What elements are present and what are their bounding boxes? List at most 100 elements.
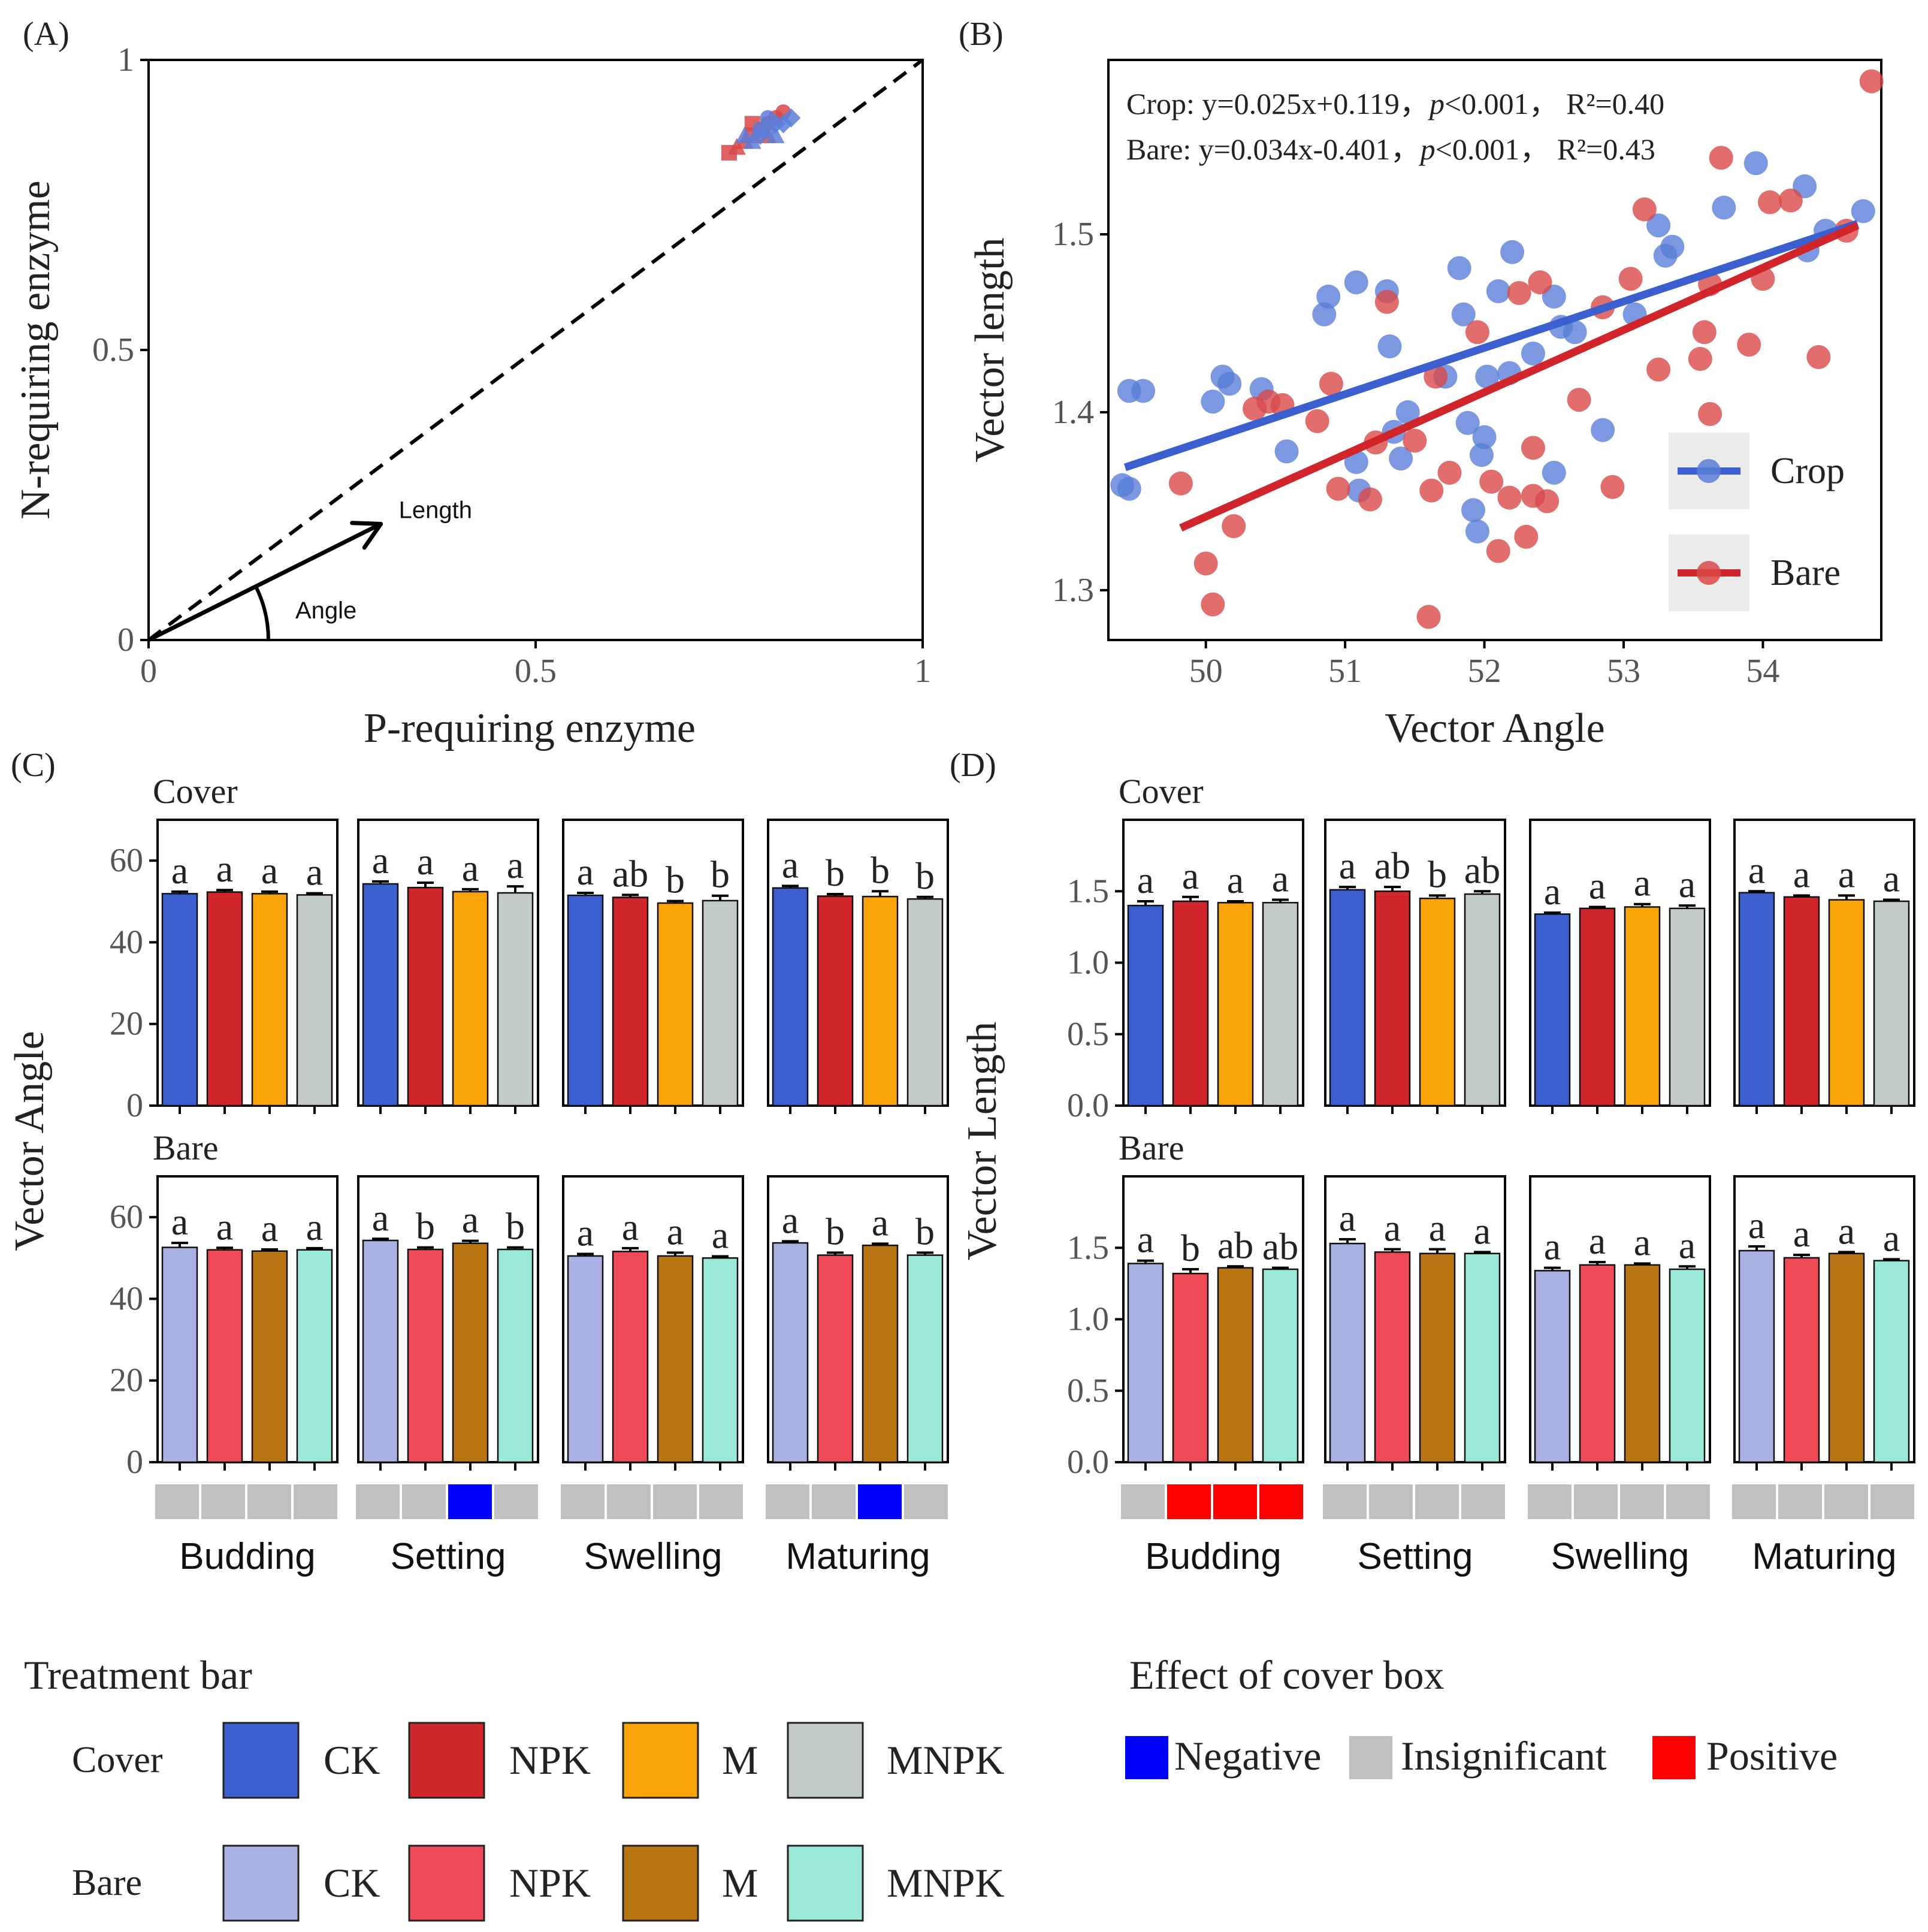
- panel-b-label: (B): [959, 16, 1004, 53]
- point-crop: [1743, 151, 1768, 176]
- point-bare: [1222, 514, 1246, 538]
- reference-dashed-line: [147, 58, 924, 642]
- point-crop: [1646, 213, 1671, 238]
- effect-box-insignificant: [766, 1484, 809, 1519]
- significance-letter: b: [1428, 853, 1447, 895]
- y-axis-title: N-requiring enzyme: [13, 180, 59, 520]
- point-bare: [1424, 364, 1448, 389]
- y-tick-label: 60: [110, 842, 143, 879]
- bar-cover-m: [1624, 906, 1661, 1107]
- significance-letter: a: [1838, 1209, 1855, 1252]
- effect-box-insignificant: [1574, 1484, 1618, 1519]
- point-bare: [1521, 436, 1545, 460]
- point-crop: [1591, 418, 1615, 442]
- bar-cover-m: [1419, 897, 1456, 1107]
- panel-a: (A) 0 0.5 1 0 0.5 1 P-requiring enzyme N-requiri…: [13, 16, 931, 751]
- panel-b: (B) 50 51 52 53 54 1.3 1.4 1.5 Vector Angle Vector…: [959, 16, 1884, 751]
- stage-label-budding: Budding: [179, 1536, 316, 1577]
- significance-letter: a: [1793, 853, 1810, 895]
- treatment-legend-row-bare: Bare: [72, 1862, 142, 1903]
- significance-letter: a: [372, 839, 389, 882]
- point-bare: [1416, 605, 1441, 629]
- significance-letter: b: [1181, 1227, 1200, 1269]
- bar-bare-mnpk: [1873, 1260, 1910, 1463]
- point-crop: [1486, 279, 1510, 304]
- treatment-legend-title: Treatment bar: [24, 1652, 252, 1698]
- treatment-key-label: M: [722, 1737, 758, 1783]
- significance-letter: a: [872, 1201, 889, 1243]
- bar-cover-npk: [1783, 896, 1820, 1107]
- significance-letter: b: [506, 1205, 525, 1248]
- x-tick-label: 0: [140, 653, 157, 690]
- annotation-p: p: [1419, 132, 1436, 166]
- bar-cover-npk: [612, 896, 649, 1107]
- significance-letter: a: [622, 1206, 639, 1248]
- bar-bare-mnpk: [1669, 1268, 1706, 1463]
- bar-cover-ck: [1534, 913, 1571, 1107]
- effect-box-insignificant: [1778, 1484, 1822, 1519]
- x-tick-label: 50: [1189, 653, 1223, 690]
- significance-letter: a: [306, 1206, 323, 1248]
- point-bare: [1632, 197, 1657, 222]
- significance-letter: a: [306, 851, 323, 893]
- effect-box-insignificant: [1369, 1484, 1413, 1519]
- significance-letter: a: [261, 1207, 278, 1249]
- facet-frame: [1122, 819, 1304, 1107]
- significance-letter: a: [1384, 1207, 1401, 1249]
- significance-letter: a: [507, 844, 524, 886]
- significance-letter: a: [1544, 870, 1561, 913]
- point-bare: [1201, 592, 1225, 617]
- facet-frame: [562, 1175, 744, 1463]
- y-tick-label: 0.0: [1067, 1087, 1109, 1124]
- significance-letter: a: [1589, 1219, 1606, 1262]
- significance-letter: b: [915, 1210, 935, 1252]
- bar-bare-m: [1419, 1252, 1456, 1463]
- treatment-key-label: MNPK: [887, 1737, 1005, 1783]
- x-axis-title: P-requiring enzyme: [364, 705, 696, 751]
- treatment-key-cover-mnpk: [787, 1722, 864, 1799]
- legend-point-crop: [1697, 459, 1721, 483]
- point-crop: [1500, 240, 1525, 264]
- bar-cover-m: [251, 893, 288, 1107]
- point-crop: [743, 132, 761, 149]
- point-bare: [1688, 346, 1712, 371]
- bar-bare-ck: [362, 1239, 399, 1463]
- regression-line-crop: [1123, 220, 1859, 472]
- point-crop: [1472, 425, 1497, 449]
- significance-letter: a: [216, 847, 233, 890]
- facet-row-label-bare: Bare: [153, 1128, 219, 1167]
- facet-row-label-cover: Cover: [1119, 772, 1204, 811]
- stage-label-setting: Setting: [390, 1536, 506, 1577]
- point-bare: [1497, 485, 1522, 510]
- significance-letter: a: [417, 840, 434, 883]
- point-crop: [781, 108, 801, 128]
- effect-box-insignificant: [653, 1484, 697, 1519]
- point-bare: [1507, 280, 1531, 305]
- point-crop: [1475, 364, 1500, 389]
- facet-frame: [767, 819, 949, 1107]
- effect-box-insignificant: [402, 1484, 446, 1519]
- significance-letter: b: [416, 1205, 435, 1248]
- bar-cover-ck: [1127, 904, 1164, 1107]
- annotation-equation: Crop: y=0.025x+0.119，: [1126, 87, 1430, 120]
- bar-bare-mnpk: [702, 1257, 739, 1463]
- significance-letter: a: [577, 850, 594, 893]
- point-bare: [1567, 388, 1591, 412]
- bar-bare-mnpk: [497, 1248, 534, 1463]
- facet-row-label-cover: Cover: [153, 772, 238, 811]
- x-tick-label: 0.5: [515, 653, 557, 690]
- stage-label-budding: Budding: [1145, 1536, 1282, 1577]
- facet-frame: [1324, 1175, 1506, 1463]
- bar-bare-mnpk: [1464, 1252, 1501, 1463]
- x-axis-title: Vector Angle: [1385, 705, 1604, 751]
- y-tick-label: 1.4: [1052, 394, 1094, 431]
- facet-frame: [156, 819, 339, 1107]
- y-tick-label: 1.0: [1067, 944, 1109, 982]
- bar-bare-m: [251, 1250, 288, 1463]
- treatment-key-label: M: [722, 1860, 758, 1906]
- significance-letter: a: [1838, 853, 1855, 895]
- facet-frame: [1733, 819, 1915, 1107]
- point-crop: [1117, 476, 1141, 501]
- bar-cover-mnpk: [1464, 893, 1501, 1107]
- point-bare: [1758, 190, 1782, 215]
